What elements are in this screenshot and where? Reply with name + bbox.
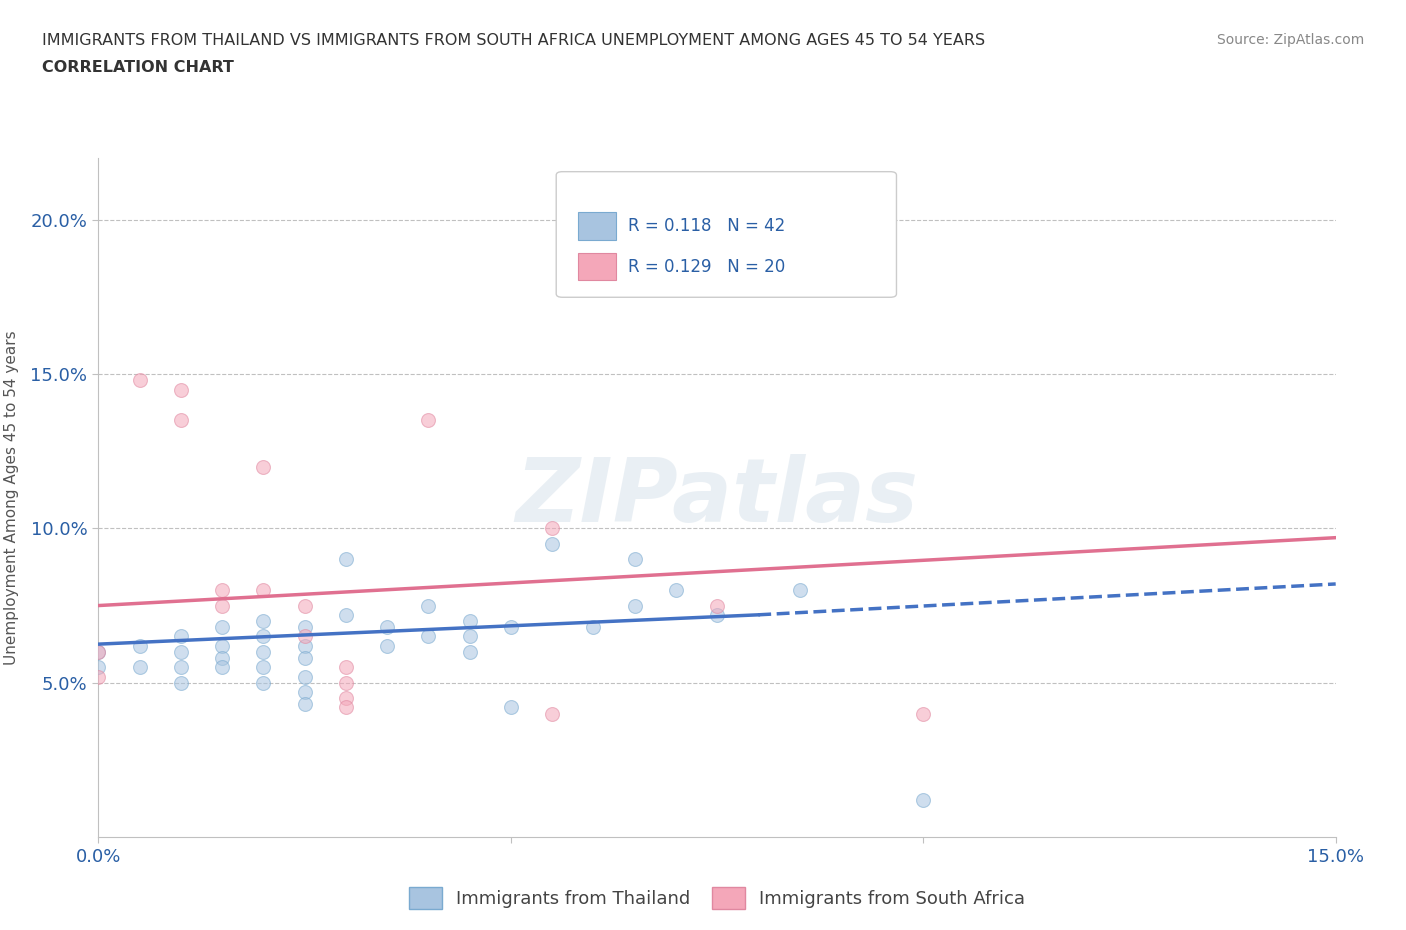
Point xyxy=(252,644,274,659)
Point xyxy=(87,644,110,659)
Point xyxy=(582,619,605,634)
Point xyxy=(458,629,481,644)
Point xyxy=(211,660,233,675)
Point xyxy=(418,629,440,644)
Point xyxy=(335,700,357,715)
Point xyxy=(170,644,193,659)
Point xyxy=(499,619,522,634)
Point xyxy=(211,638,233,653)
Point xyxy=(252,459,274,474)
Point xyxy=(458,614,481,629)
Point xyxy=(375,619,398,634)
Point xyxy=(335,551,357,566)
Point xyxy=(418,598,440,613)
Point xyxy=(170,413,193,428)
Point xyxy=(541,706,564,721)
Point xyxy=(541,537,564,551)
Bar xyxy=(578,253,616,280)
Point xyxy=(335,660,357,675)
FancyBboxPatch shape xyxy=(557,172,897,298)
Point xyxy=(706,607,728,622)
Point xyxy=(623,551,645,566)
Point xyxy=(211,598,233,613)
Text: ZIPatlas: ZIPatlas xyxy=(516,454,918,541)
Point xyxy=(252,660,274,675)
Text: R = 0.129   N = 20: R = 0.129 N = 20 xyxy=(628,258,785,275)
Point xyxy=(912,706,935,721)
Point xyxy=(294,669,316,684)
Point xyxy=(87,669,110,684)
Point xyxy=(294,598,316,613)
Text: R = 0.118   N = 42: R = 0.118 N = 42 xyxy=(628,217,785,235)
Point xyxy=(458,644,481,659)
Point xyxy=(211,583,233,598)
Point xyxy=(170,629,193,644)
Y-axis label: Unemployment Among Ages 45 to 54 years: Unemployment Among Ages 45 to 54 years xyxy=(4,330,20,665)
Point xyxy=(706,598,728,613)
Point xyxy=(211,619,233,634)
Text: CORRELATION CHART: CORRELATION CHART xyxy=(42,60,233,75)
Point xyxy=(294,684,316,699)
Point xyxy=(211,651,233,666)
Point xyxy=(335,691,357,706)
Point xyxy=(294,651,316,666)
Point xyxy=(252,583,274,598)
Point xyxy=(418,413,440,428)
Point xyxy=(252,629,274,644)
Point xyxy=(87,644,110,659)
Bar xyxy=(578,212,616,240)
Text: Source: ZipAtlas.com: Source: ZipAtlas.com xyxy=(1216,33,1364,46)
Legend: Immigrants from Thailand, Immigrants from South Africa: Immigrants from Thailand, Immigrants fro… xyxy=(402,880,1032,916)
Point xyxy=(87,660,110,675)
Point xyxy=(294,638,316,653)
Point xyxy=(170,675,193,690)
Point xyxy=(170,660,193,675)
Point xyxy=(294,697,316,711)
Point xyxy=(252,675,274,690)
Point xyxy=(541,521,564,536)
Point xyxy=(128,373,150,388)
Point xyxy=(294,619,316,634)
Point xyxy=(789,583,811,598)
Point xyxy=(912,792,935,807)
Point xyxy=(128,638,150,653)
Point xyxy=(665,583,688,598)
Point xyxy=(294,629,316,644)
Point xyxy=(128,660,150,675)
Point xyxy=(499,700,522,715)
Point xyxy=(170,382,193,397)
Text: IMMIGRANTS FROM THAILAND VS IMMIGRANTS FROM SOUTH AFRICA UNEMPLOYMENT AMONG AGES: IMMIGRANTS FROM THAILAND VS IMMIGRANTS F… xyxy=(42,33,986,47)
Point xyxy=(375,638,398,653)
Point xyxy=(335,607,357,622)
Point xyxy=(335,675,357,690)
Point xyxy=(623,598,645,613)
Point xyxy=(252,614,274,629)
